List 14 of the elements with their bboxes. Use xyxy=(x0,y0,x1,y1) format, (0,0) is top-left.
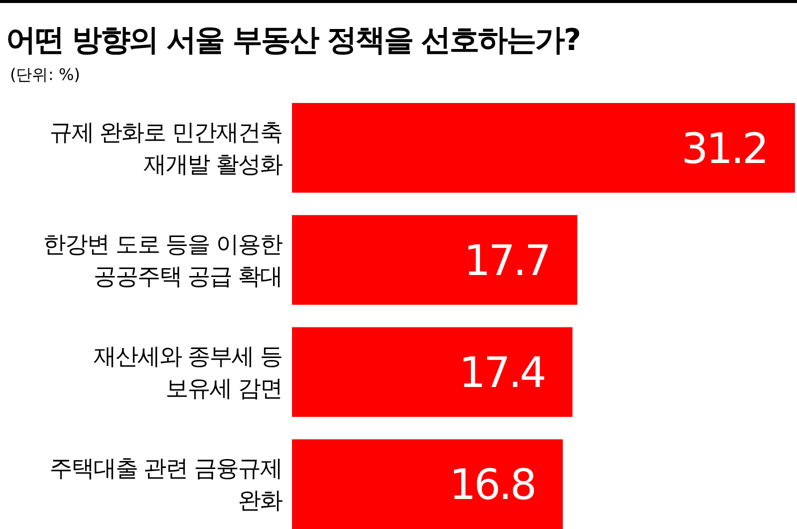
bar xyxy=(292,103,795,193)
data-label: 17.7 xyxy=(464,236,550,285)
bar xyxy=(292,327,573,417)
y-tick-label: 주택대출 관련 금융규제 완화 xyxy=(49,456,283,514)
y-tick-label: 한강변 도로 등을 이용한 공공주택 공급 확대 xyxy=(43,232,283,290)
data-label: 31.2 xyxy=(681,124,767,173)
y-tick-label: 규제 완화로 민간재건축 재개발 활성화 xyxy=(49,120,283,178)
data-label: 16.8 xyxy=(449,460,535,510)
y-tick-label: 재산세와 종부세 등 보유세 감면 xyxy=(93,344,282,402)
chart-title: 어떤 방향의 서울 부동산 정책을 선호하는가? xyxy=(6,23,580,58)
bar xyxy=(292,439,563,529)
data-label: 17.4 xyxy=(459,348,545,398)
text: (단위: %) xyxy=(10,65,80,84)
bar xyxy=(292,215,578,305)
